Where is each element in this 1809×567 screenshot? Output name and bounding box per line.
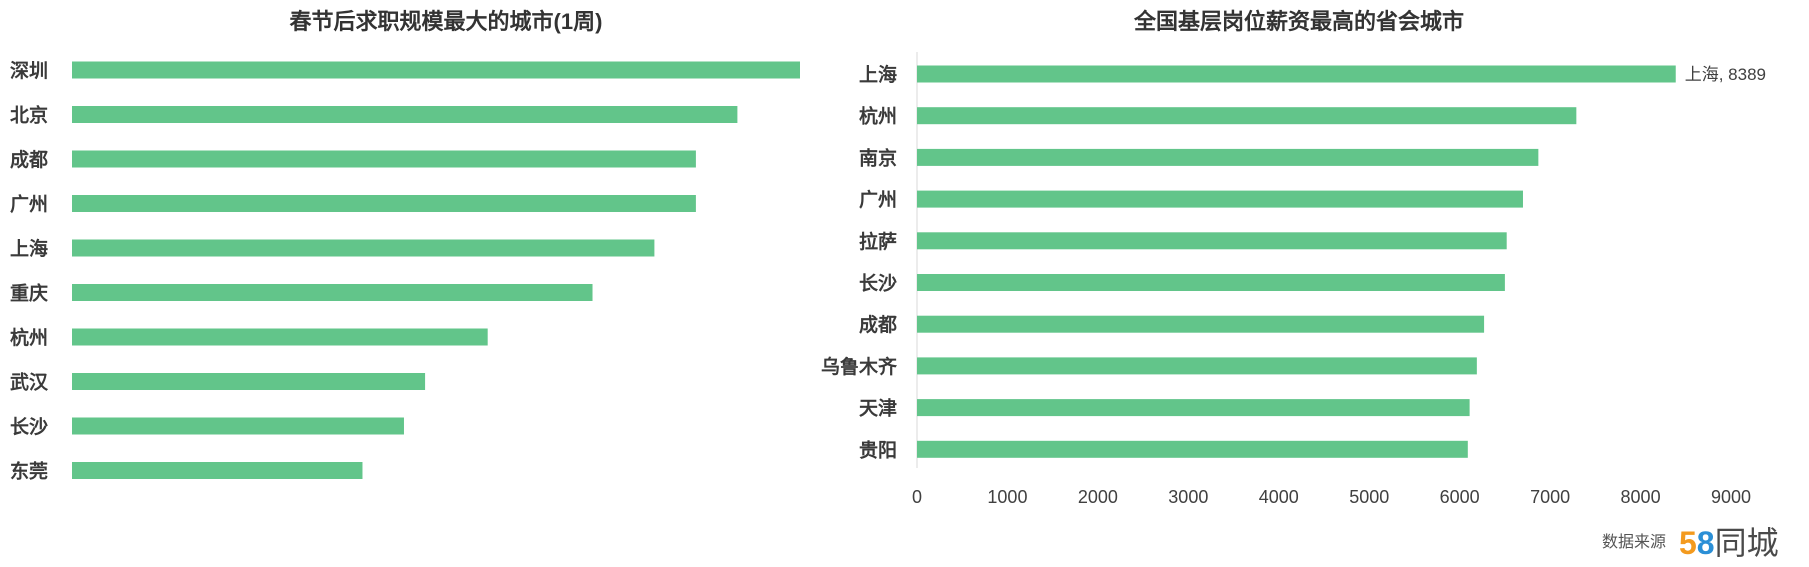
left-chart-bar [72, 150, 696, 168]
left-chart-category-label: 东莞 [10, 460, 48, 483]
left-chart-category-label: 杭州 [10, 326, 48, 349]
right-chart-category-label: 成都 [859, 313, 897, 336]
right-chart-x-tick-label: 3000 [1168, 487, 1208, 507]
right-chart-category-label: 上海 [859, 63, 897, 86]
right-chart-bar [917, 440, 1468, 458]
right-chart-bar [917, 274, 1505, 291]
right-chart-category-label: 乌鲁木齐 [821, 355, 898, 378]
brand-logo: 58同城 [1679, 525, 1779, 561]
left-chart-category-label: 深圳 [10, 59, 48, 82]
right-chart-bar [917, 107, 1577, 125]
left-chart-bar [72, 195, 696, 212]
right-chart-bar [917, 315, 1485, 333]
right-chart-x-tick-label: 6000 [1440, 487, 1480, 507]
right-chart-bar [917, 190, 1523, 208]
right-chart-category-label: 拉萨 [859, 230, 897, 253]
left-chart-category-label: 北京 [10, 104, 48, 127]
left-chart-category-label: 重庆 [10, 282, 48, 305]
data-source-label: 数据来源 [1602, 533, 1666, 551]
right-chart-category-label: 长沙 [859, 273, 897, 295]
left-chart-bar [72, 417, 404, 435]
left-chart-title: 春节后求职规模最大的城市(1周) [290, 9, 603, 34]
left-chart-bar [72, 106, 738, 123]
left-chart-bar [72, 284, 593, 301]
logo-digit-8: 8 [1697, 525, 1715, 561]
right-chart-category-label: 南京 [859, 146, 897, 169]
right-chart-x-tick-label: 0 [912, 487, 922, 507]
right-chart-bar [917, 65, 1676, 83]
right-chart-x-tick-label: 4000 [1259, 487, 1299, 507]
left-chart-category-label: 武汉 [10, 372, 49, 394]
right-chart-x-tick-label: 5000 [1349, 487, 1389, 507]
left-chart-bar [72, 61, 800, 79]
left-chart-bar [72, 373, 426, 390]
right-chart-data-label: 上海, 8389 [1685, 65, 1766, 84]
right-chart-bar [917, 357, 1477, 375]
right-chart-x-tick-label: 7000 [1530, 487, 1570, 507]
right-chart-bar [917, 232, 1507, 250]
right-chart-category-label: 广州 [859, 188, 897, 211]
left-chart-category-label: 上海 [10, 237, 48, 260]
logo-text: 同城 [1715, 525, 1779, 561]
right-chart-x-tick-label: 9000 [1711, 487, 1751, 507]
left-chart-category-label: 成都 [10, 148, 48, 171]
right-chart-bar [917, 148, 1539, 166]
left-chart-bar [72, 462, 363, 479]
right-chart-category-label: 天津 [859, 397, 897, 420]
right-chart-category-label: 贵阳 [859, 439, 897, 461]
left-chart-bar [72, 239, 655, 257]
right-chart-bar [917, 399, 1470, 417]
left-chart-bar [72, 328, 488, 346]
left-chart-category-label: 广州 [10, 193, 48, 216]
logo-digit-5: 5 [1679, 525, 1697, 561]
right-chart-title: 全国基层岗位薪资最高的省会城市 [1133, 9, 1464, 34]
right-chart-x-tick-label: 1000 [987, 487, 1027, 507]
right-chart-x-tick-label: 2000 [1078, 487, 1118, 507]
right-chart-x-tick-label: 8000 [1621, 487, 1661, 507]
left-chart-category-label: 长沙 [10, 416, 48, 438]
right-chart-category-label: 杭州 [859, 105, 897, 128]
